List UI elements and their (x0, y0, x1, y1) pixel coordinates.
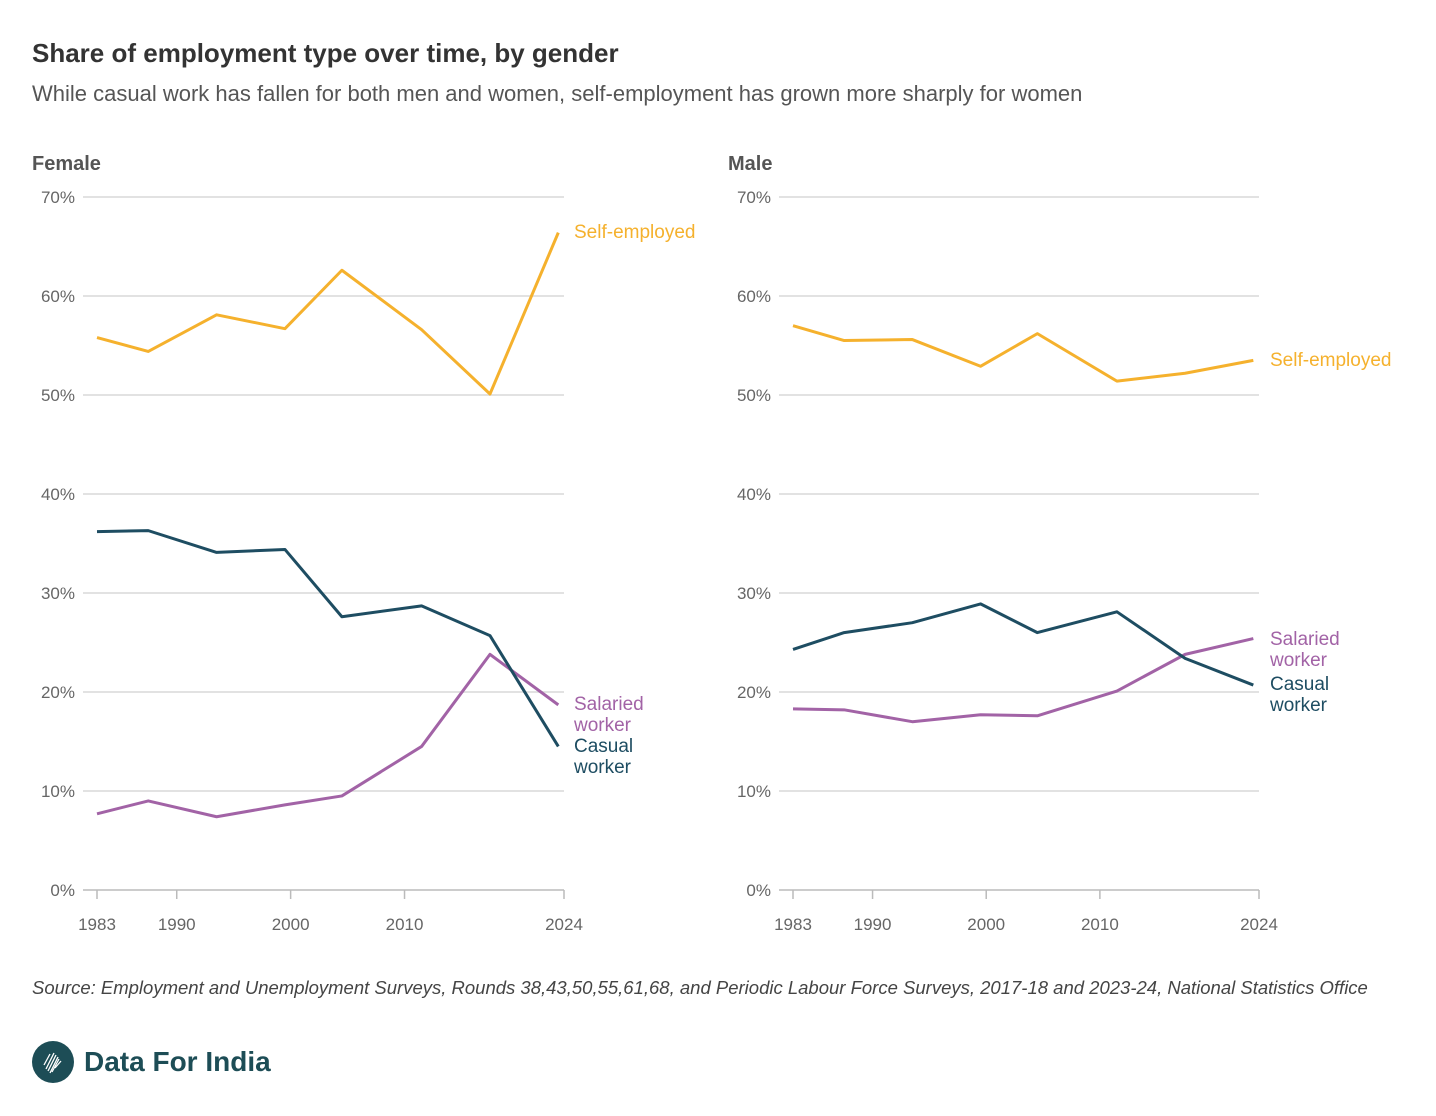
y-tick-label: 60% (41, 287, 75, 306)
series-label: worker (1269, 695, 1328, 716)
series-label: Casual (1270, 674, 1329, 695)
x-tick-label: 2000 (967, 915, 1005, 934)
y-tick-label: 40% (41, 485, 75, 504)
series-line-self-employed (792, 324, 1254, 383)
india-map-logo-icon (32, 1041, 74, 1083)
y-tick-label: 30% (737, 584, 771, 603)
panel-female: Female 0% 10% 20% 30% 40% 50% 60% 70% 1983 1990 200… (32, 153, 695, 934)
series-label: worker (573, 757, 632, 778)
y-tick-label: 50% (737, 386, 771, 405)
x-tick-label: 2000 (272, 915, 310, 934)
source-note: Source: Employment and Unemployment Surv… (32, 977, 1368, 998)
chart-title: Share of employment type over time, by g… (32, 38, 619, 68)
series-line-salaried-worker (792, 637, 1254, 724)
series-label: Casual (574, 736, 633, 757)
y-tick-label: 70% (737, 188, 771, 207)
y-tick-label: 0% (746, 881, 771, 900)
series-label: Self-employed (1270, 350, 1391, 371)
x-tick-label: 1983 (78, 915, 116, 934)
y-tick-label: 30% (41, 584, 75, 603)
y-tick-label: 10% (41, 782, 75, 801)
panel-male: Male 0% 10% 20% 30% 40% 50% 60% 70% 1983 1990 2000 2… (728, 153, 1391, 934)
x-tick-label: 1983 (774, 915, 812, 934)
series-line-casual-worker (96, 529, 560, 748)
brand-logo: Data For India (32, 1041, 271, 1083)
panel-title: Male (728, 153, 772, 175)
series-line-self-employed (96, 232, 560, 396)
series-line-casual-worker (792, 602, 1254, 687)
y-tick-label: 10% (737, 782, 771, 801)
panel-title: Female (32, 153, 101, 175)
y-tick-label: 20% (737, 683, 771, 702)
x-tick-label: 1990 (158, 915, 196, 934)
charts-svg: Female 0% 10% 20% 30% 40% 50% 60% 70% 1983 1990 200… (32, 153, 1391, 934)
series-label: Salaried (1270, 629, 1340, 650)
y-tick-label: 50% (41, 386, 75, 405)
y-tick-label: 0% (50, 881, 75, 900)
y-tick-label: 20% (41, 683, 75, 702)
y-tick-label: 60% (737, 287, 771, 306)
x-tick-label: 2010 (1081, 915, 1119, 934)
series-line-salaried-worker (96, 652, 560, 819)
series-label: worker (1269, 650, 1328, 671)
series-label: worker (573, 715, 632, 736)
x-tick-label: 1990 (854, 915, 892, 934)
brand-name: Data For India (84, 1046, 271, 1077)
y-tick-label: 40% (737, 485, 771, 504)
series-label: Salaried (574, 694, 644, 715)
x-tick-label: 2024 (1240, 915, 1278, 934)
x-tick-label: 2024 (545, 915, 583, 934)
y-tick-label: 70% (41, 188, 75, 207)
series-label: Self-employed (574, 222, 695, 243)
x-tick-label: 2010 (386, 915, 424, 934)
chart-subtitle: While casual work has fallen for both me… (32, 81, 1083, 106)
